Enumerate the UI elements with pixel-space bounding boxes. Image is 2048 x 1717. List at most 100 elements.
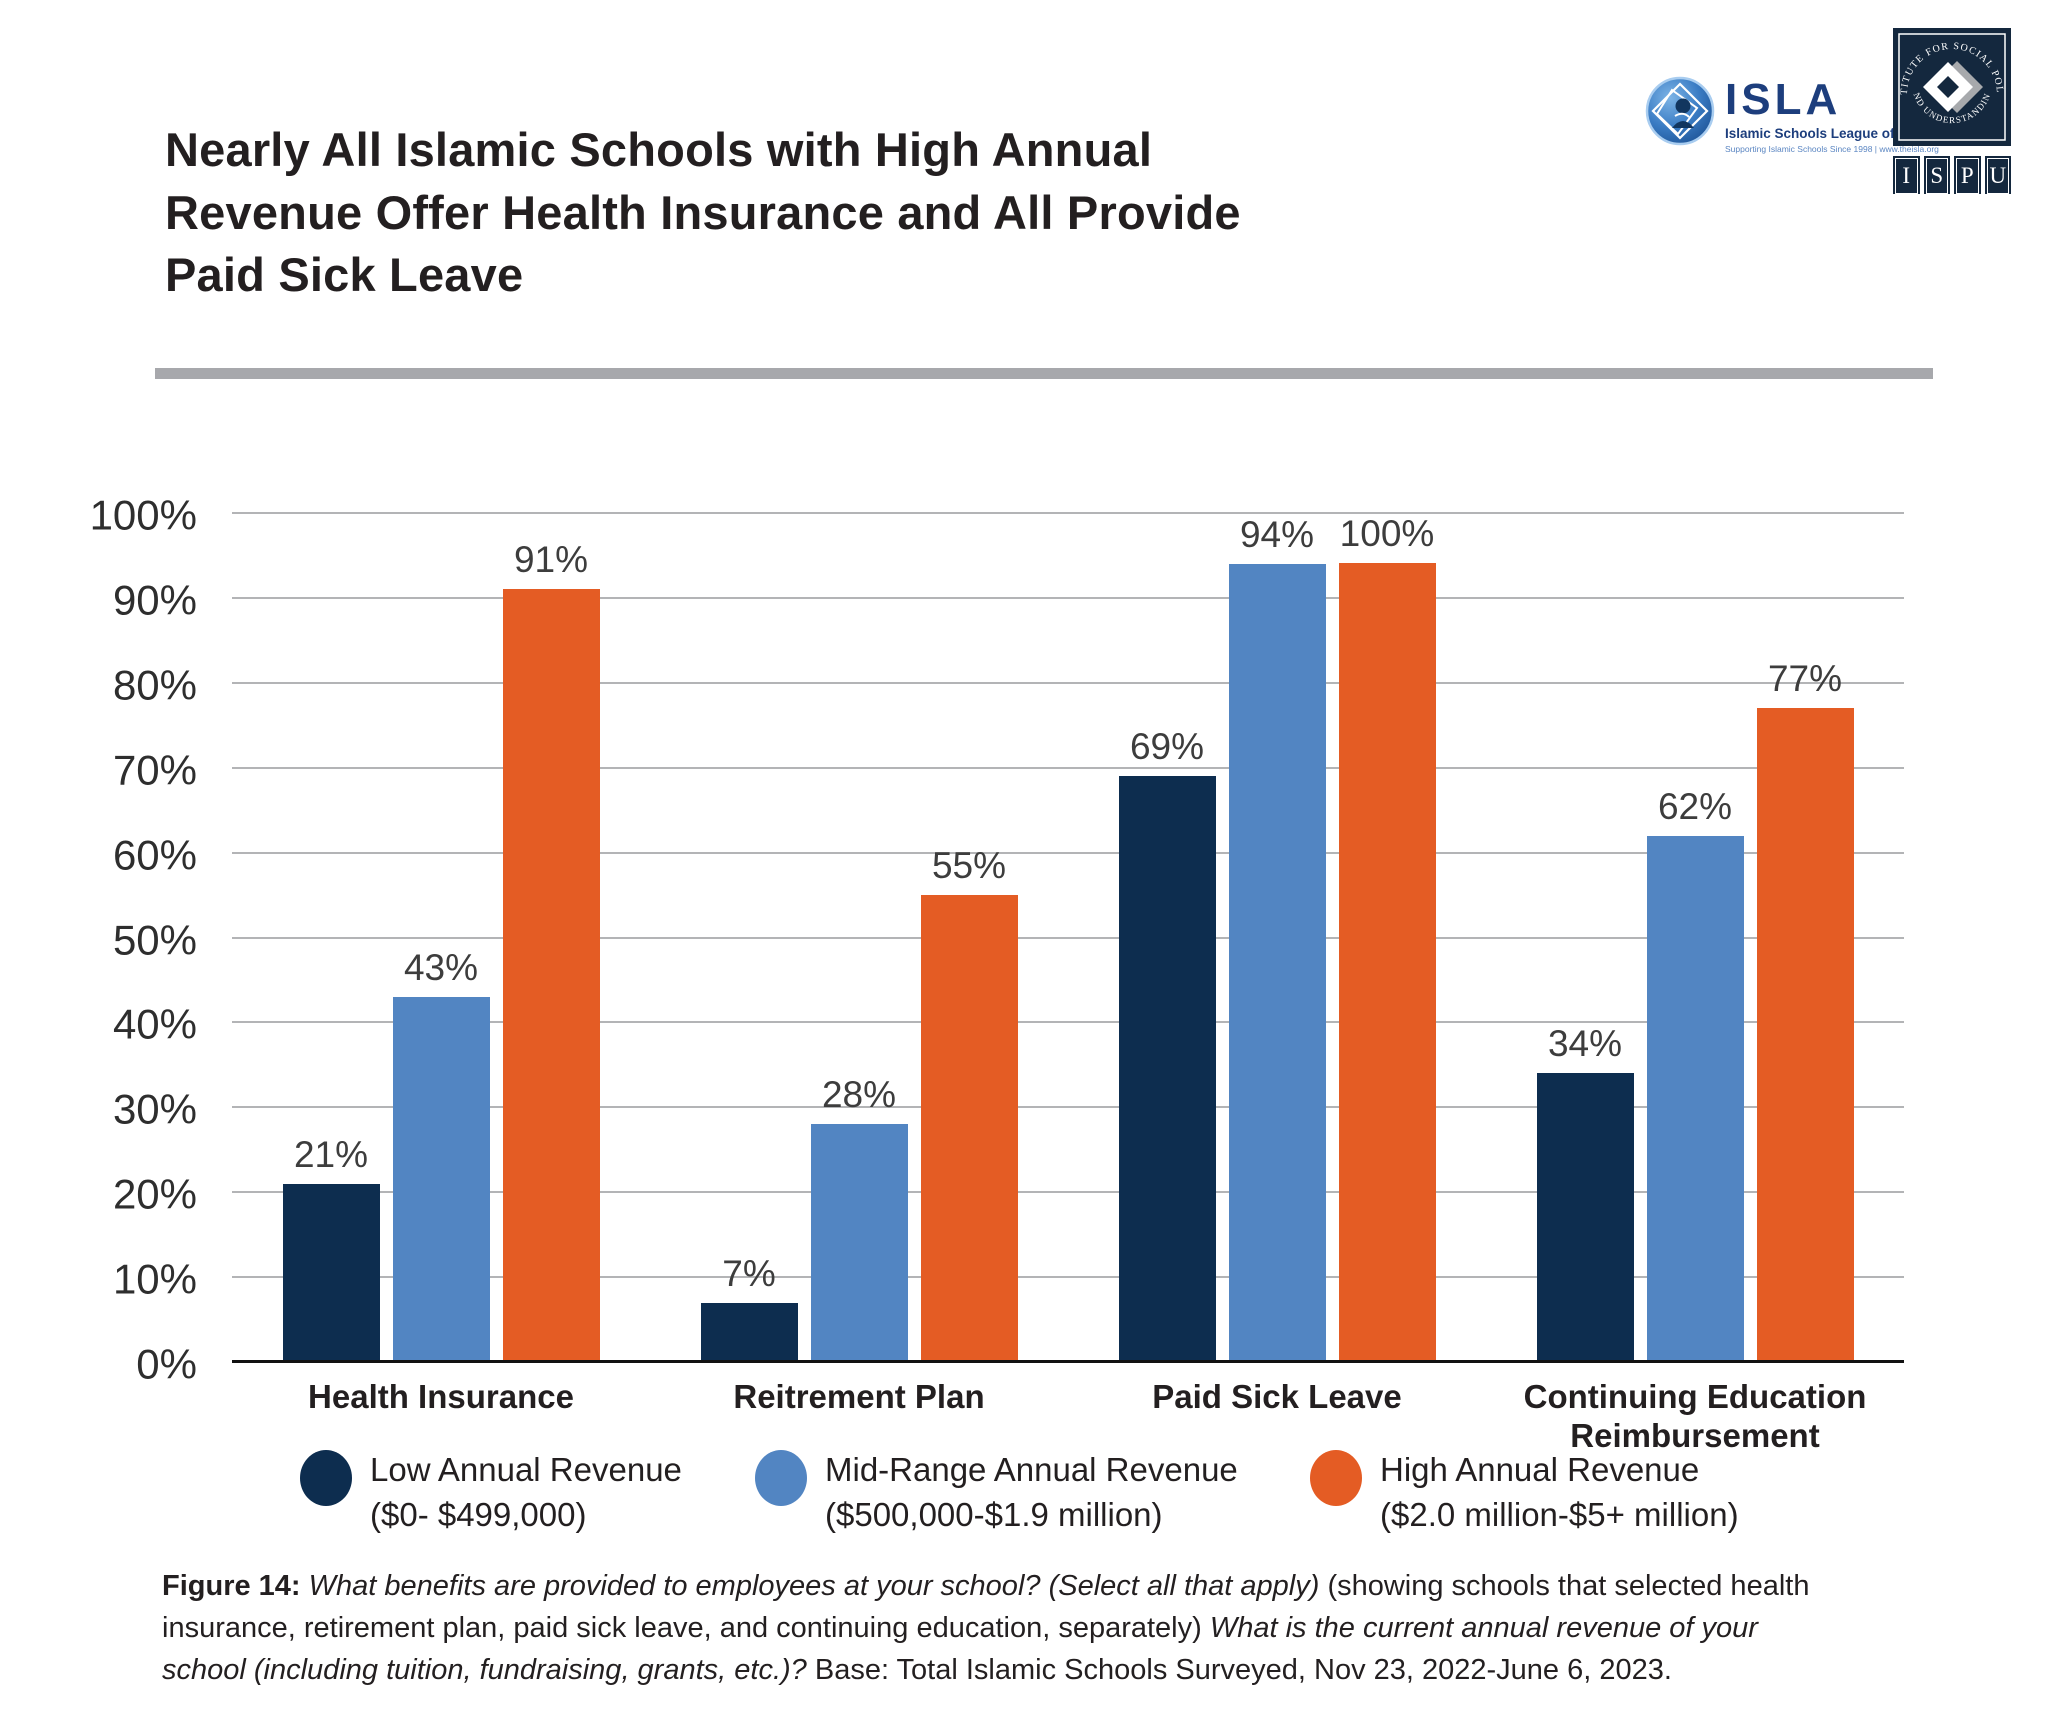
bar	[1338, 563, 1436, 1362]
bars-layer: 21% 43% 91% 7% 28% 55% 69% 94% 100% 34% 62% 77%	[232, 513, 1904, 1362]
y-tick-label: 40%	[112, 1000, 197, 1048]
ispu-letterbox: I	[1893, 156, 1920, 194]
bar-value-label: 7%	[722, 1252, 776, 1294]
y-tick-label: 10%	[112, 1255, 197, 1303]
caption-figure-number: Figure 14:	[162, 1570, 309, 1602]
legend-item: High Annual Revenue ($2.0 million-$5+ mil…	[1310, 1448, 1739, 1537]
bar-column: 43%	[392, 513, 490, 1362]
legend-marker-circle	[755, 1450, 807, 1506]
ispu-seal-icon: INSTITUTE FOR SOCIAL POLICY AND UNDERSTA…	[1889, 20, 2011, 150]
y-tick-label: 30%	[112, 1085, 197, 1133]
figure-title: Nearly All Islamic Schools with High Ann…	[165, 119, 1425, 307]
gridline	[232, 766, 1904, 769]
bar-column: 77%	[1756, 513, 1854, 1362]
gridline	[232, 596, 1904, 599]
legend-marker-circle	[1310, 1450, 1362, 1506]
category-label: Reitrement Plan	[733, 1378, 985, 1415]
legend-label: High Annual Revenue ($2.0 million-$5+ mil…	[1380, 1451, 1739, 1533]
bar-group: 69% 94% 100%	[1068, 513, 1486, 1362]
legend-item: Mid-Range Annual Revenue ($500,000-$1.9 m…	[755, 1448, 1310, 1537]
isla-tagline: Supporting Islamic Schools Since 1998 | …	[1725, 144, 1939, 154]
caption-base: Base: Total Islamic Schools Surveyed, No…	[814, 1654, 1672, 1687]
bar-value-label: 43%	[403, 946, 479, 988]
bar	[810, 1124, 908, 1362]
bar-value-label: 94%	[1239, 513, 1315, 555]
bar-value-label: 55%	[931, 845, 1007, 887]
bar-value-label: 28%	[821, 1074, 897, 1116]
bar-column: 69%	[1118, 513, 1216, 1362]
bar-value-label: 21%	[293, 1133, 369, 1175]
title-line: Revenue Offer Health Insurance and All P…	[165, 185, 1241, 239]
bar-value-label: 34%	[1547, 1023, 1623, 1065]
caption-question-1: What benefits are provided to employees …	[308, 1570, 1328, 1602]
y-tick-label: 90%	[112, 576, 197, 624]
bar-column: 62%	[1646, 513, 1744, 1362]
x-axis-line	[232, 1360, 1904, 1363]
bar	[282, 1183, 380, 1362]
y-tick-label: 70%	[112, 746, 197, 794]
ispu-letterbox: S	[1923, 156, 1950, 194]
legend-item: Low Annual Revenue ($0- $499,000)	[300, 1448, 755, 1537]
y-tick-label: 80%	[112, 661, 197, 709]
gridline	[232, 681, 1904, 684]
ispu-letter: U	[1986, 158, 2009, 194]
bar-value-label: 69%	[1129, 726, 1205, 768]
gridline	[232, 1021, 1904, 1024]
ispu-letter: S	[1925, 158, 1948, 194]
gridline	[232, 1276, 1904, 1279]
bar-column: 28%	[810, 513, 908, 1362]
legend-label: Mid-Range Annual Revenue ($500,000-$1.9 m…	[825, 1451, 1238, 1533]
ispu-letterbox: P	[1954, 156, 1981, 194]
figure-caption: Figure 14: What benefits are provided to…	[162, 1565, 1832, 1691]
category-label: Health Insurance	[308, 1378, 574, 1415]
bar-column: 91%	[502, 513, 600, 1362]
bar-column: 34%	[1536, 513, 1634, 1362]
bar	[392, 996, 490, 1362]
gridline	[232, 1191, 1904, 1194]
y-tick-label: 50%	[112, 915, 197, 963]
y-tick-label: 20%	[112, 1170, 197, 1218]
bar-value-label: 100%	[1339, 513, 1435, 554]
bar	[1756, 708, 1854, 1362]
bar-value-label: 77%	[1767, 658, 1843, 700]
bar-column: 55%	[920, 513, 1018, 1362]
caption-note: (showing schools that selected health in…	[162, 1570, 1810, 1645]
category-labels: Health Insurance Reitrement Plan Paid Sick…	[232, 1378, 1904, 1456]
ispu-letter: I	[1895, 158, 1918, 194]
ispu-letterbox: U	[1984, 156, 2011, 194]
bar-value-label: 91%	[513, 539, 589, 581]
bar	[920, 895, 1018, 1362]
y-tick-label: 100%	[89, 491, 197, 539]
y-tick-label: 60%	[112, 831, 197, 879]
bar-group: 34% 62% 77%	[1486, 513, 1904, 1362]
category-label: Continuing Education Reimbursement	[1523, 1378, 1867, 1454]
legend: Low Annual Revenue ($0- $499,000) Mid-Rang…	[300, 1448, 1860, 1537]
bar	[1536, 1073, 1634, 1362]
bar-column: 100%	[1338, 513, 1436, 1362]
bar-group: 21% 43% 91%	[232, 513, 650, 1362]
gridline	[232, 512, 1904, 514]
bar	[1646, 835, 1744, 1362]
legend-marker-circle	[300, 1450, 352, 1506]
ispu-logo: INSTITUTE FOR SOCIAL POLICY AND UNDERSTA…	[1889, 20, 2011, 194]
bar-column: 7%	[700, 513, 798, 1362]
bar-group: 7% 28% 55%	[650, 513, 1068, 1362]
bar	[1118, 776, 1216, 1362]
legend-label: Low Annual Revenue ($0- $499,000)	[370, 1451, 682, 1533]
ispu-letter: P	[1956, 158, 1979, 194]
isla-name: ISLA	[1725, 75, 1842, 124]
bar-value-label: 62%	[1657, 785, 1733, 827]
bar-column: 94%	[1228, 513, 1326, 1362]
bar	[700, 1302, 798, 1362]
isla-emblem-icon	[1645, 76, 1715, 151]
y-axis-labels: 0% 10% 20% 30% 40% 50% 60% 70% 80% 90% 100%	[50, 491, 215, 1387]
gridline	[232, 851, 1904, 854]
bar	[502, 589, 600, 1362]
gridline	[232, 936, 1904, 939]
y-tick-label: 0%	[136, 1340, 197, 1388]
title-separator	[155, 368, 1933, 379]
bar-column: 21%	[282, 513, 380, 1362]
ispu-letterboxes: I S P U	[1893, 156, 2011, 194]
gridline	[232, 1106, 1904, 1109]
